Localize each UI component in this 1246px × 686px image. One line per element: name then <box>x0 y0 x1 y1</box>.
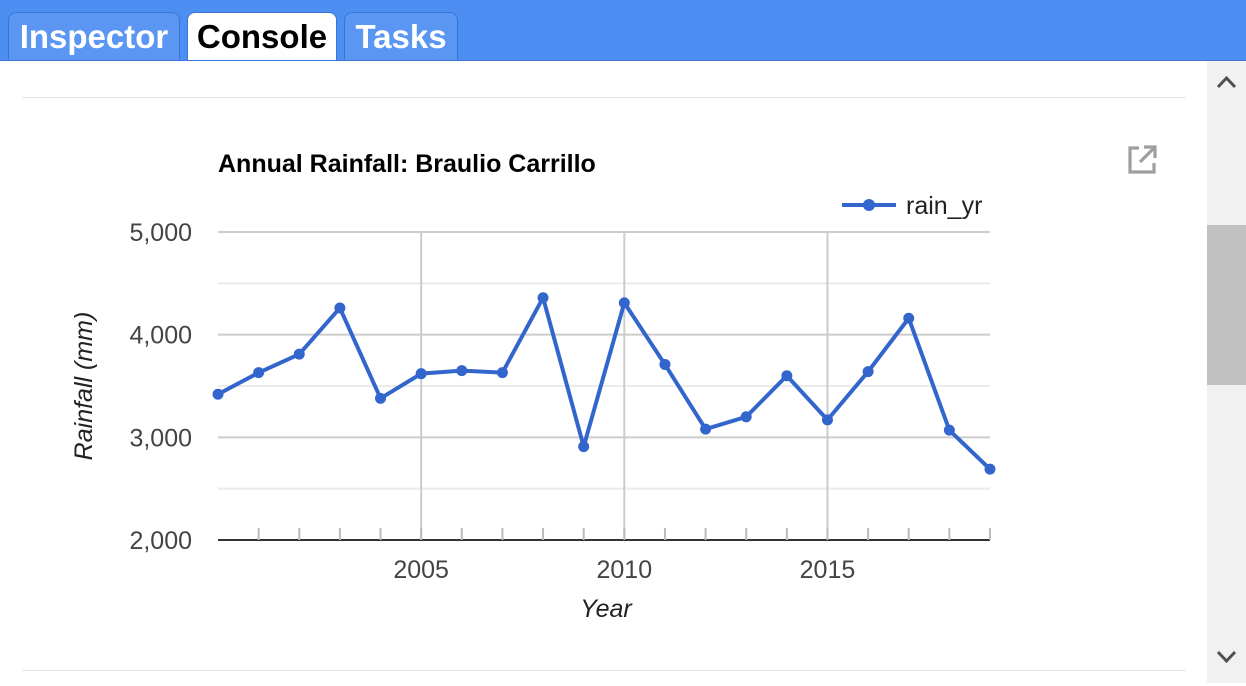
data-point <box>781 370 793 382</box>
data-point <box>293 348 305 360</box>
data-point <box>659 358 671 370</box>
tab-tasks[interactable]: Tasks <box>344 12 458 60</box>
y-tick-label: 3,000 <box>129 424 192 452</box>
data-point <box>821 414 833 426</box>
divider-top <box>22 97 1186 98</box>
legend-label-rain-yr: rain_yr <box>906 192 982 220</box>
data-point <box>903 312 915 324</box>
tab-inspector[interactable]: Inspector <box>8 12 180 60</box>
chevron-down-icon[interactable] <box>1207 639 1246 675</box>
rainfall-chart: 2,000 3,000 4,000 5,000 2005 2010 2015 Annual … <box>70 150 996 623</box>
data-point <box>212 388 224 400</box>
data-point <box>375 392 387 404</box>
y-tick-label: 5,000 <box>129 219 192 247</box>
y-tick-label: 4,000 <box>129 322 192 350</box>
chart-axes: 2,000 3,000 4,000 5,000 2005 2010 2015 <box>129 219 991 584</box>
data-point <box>334 302 346 314</box>
data-point <box>415 368 427 380</box>
open-in-new-icon[interactable] <box>1125 143 1159 177</box>
y-axis-title: Rainfall (mm) <box>70 312 98 461</box>
x-tick-label: 2015 <box>800 556 856 584</box>
data-point <box>943 424 955 436</box>
x-tick-label: 2005 <box>393 556 449 584</box>
data-point <box>700 423 712 435</box>
data-point <box>496 367 508 379</box>
x-axis-title: Year <box>580 595 633 623</box>
data-point <box>618 297 630 309</box>
chart-grid <box>218 231 990 540</box>
data-point <box>578 441 590 453</box>
divider-bottom <box>22 670 1186 671</box>
vertical-scrollbar[interactable] <box>1207 61 1246 683</box>
data-point <box>984 463 996 475</box>
series-line-rain_yr <box>217 295 992 471</box>
legend: rain_yr <box>842 192 982 220</box>
data-point <box>456 365 468 377</box>
chart-title: Annual Rainfall: Braulio Carrillo <box>218 150 596 178</box>
x-tick-label: 2010 <box>597 556 653 584</box>
tab-console[interactable]: Console <box>187 12 337 60</box>
y-tick-label: 2,000 <box>129 527 192 555</box>
data-point <box>537 292 549 304</box>
chevron-up-icon[interactable] <box>1207 63 1246 99</box>
data-point <box>740 411 752 423</box>
data-point <box>862 366 874 378</box>
chart-series <box>212 292 996 475</box>
scrollbar-thumb[interactable] <box>1207 225 1246 385</box>
data-point <box>253 367 265 379</box>
legend-swatch-marker <box>863 199 875 211</box>
tab-bar: Inspector Console Tasks <box>0 0 1246 61</box>
